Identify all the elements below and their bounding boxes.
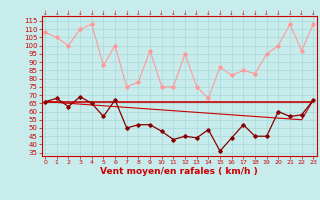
X-axis label: Vent moyen/en rafales ( km/h ): Vent moyen/en rafales ( km/h ) xyxy=(100,167,258,176)
